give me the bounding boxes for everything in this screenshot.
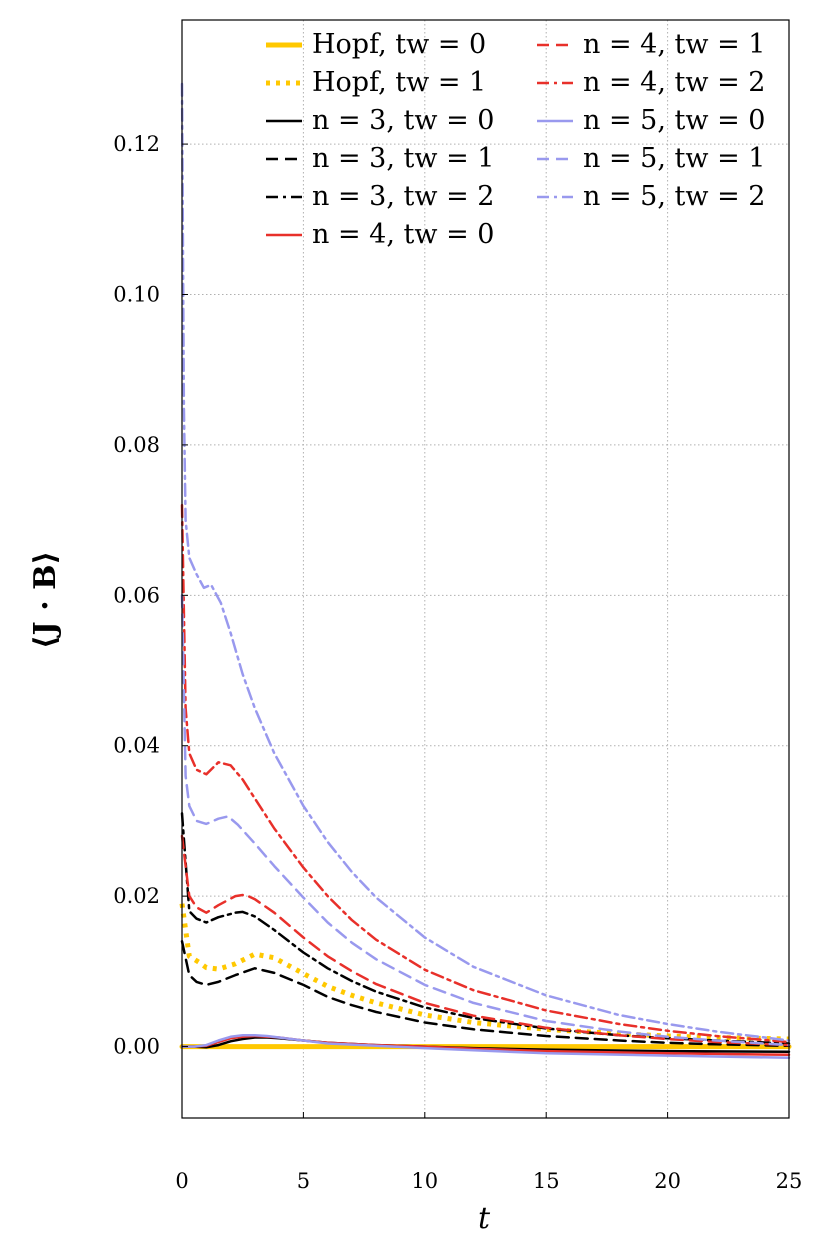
legend-label-1: Hopf, tw = 1 (312, 67, 486, 98)
legend-label-4: n = 3, tw = 2 (312, 181, 494, 212)
y-tick-label: 0.00 (113, 1035, 160, 1059)
legend-label-5: n = 4, tw = 0 (312, 219, 494, 250)
y-tick-label: 0.02 (113, 884, 160, 908)
x-tick-label: 15 (533, 1169, 560, 1193)
y-tick-label: 0.08 (113, 433, 160, 457)
x-tick-label: 10 (411, 1169, 438, 1193)
x-axis-label: t (478, 1201, 491, 1236)
legend-label-6: n = 4, tw = 1 (583, 29, 765, 60)
x-tick-label: 25 (776, 1169, 803, 1193)
series-line-6 (180, 834, 791, 1047)
legend-label-10: n = 5, tw = 2 (583, 181, 765, 212)
y-tick-label: 0.12 (113, 132, 160, 156)
legend-label-7: n = 4, tw = 2 (583, 67, 765, 98)
legend-label-2: n = 3, tw = 0 (312, 105, 494, 136)
series-line-7 (180, 503, 791, 1044)
x-tick-label: 5 (297, 1169, 310, 1193)
series-line-1 (179, 903, 790, 1042)
y-tick-label: 0.04 (113, 734, 160, 758)
series-line-8 (180, 1034, 791, 1060)
plot-frame (181, 19, 790, 1119)
series-line-9 (180, 594, 791, 1047)
y-tick-label: 0.10 (113, 283, 160, 307)
y-axis-label: ⟨J · B⟩ (28, 551, 63, 649)
legend: Hopf, tw = 0 Hopf, tw = 1 n = 3, tw = 0 n =… (266, 29, 765, 250)
legend-label-0: Hopf, tw = 0 (312, 29, 486, 60)
tick-layer: 0 5 10 15 20 25 0.00 0.02 0.04 0.06 0.08 0.10 0.12 (113, 132, 802, 1193)
series-line-4 (180, 812, 791, 1045)
x-tick-label: 20 (654, 1169, 681, 1193)
y-tick-label: 0.06 (113, 583, 160, 607)
series-line-3 (180, 940, 791, 1048)
legend-label-9: n = 5, tw = 1 (583, 143, 765, 174)
x-tick-label: 0 (175, 1169, 188, 1193)
series-line-10 (180, 82, 791, 1042)
legend-label-3: n = 3, tw = 1 (312, 143, 494, 174)
series-layer (179, 82, 792, 1060)
legend-label-8: n = 5, tw = 0 (583, 105, 765, 136)
